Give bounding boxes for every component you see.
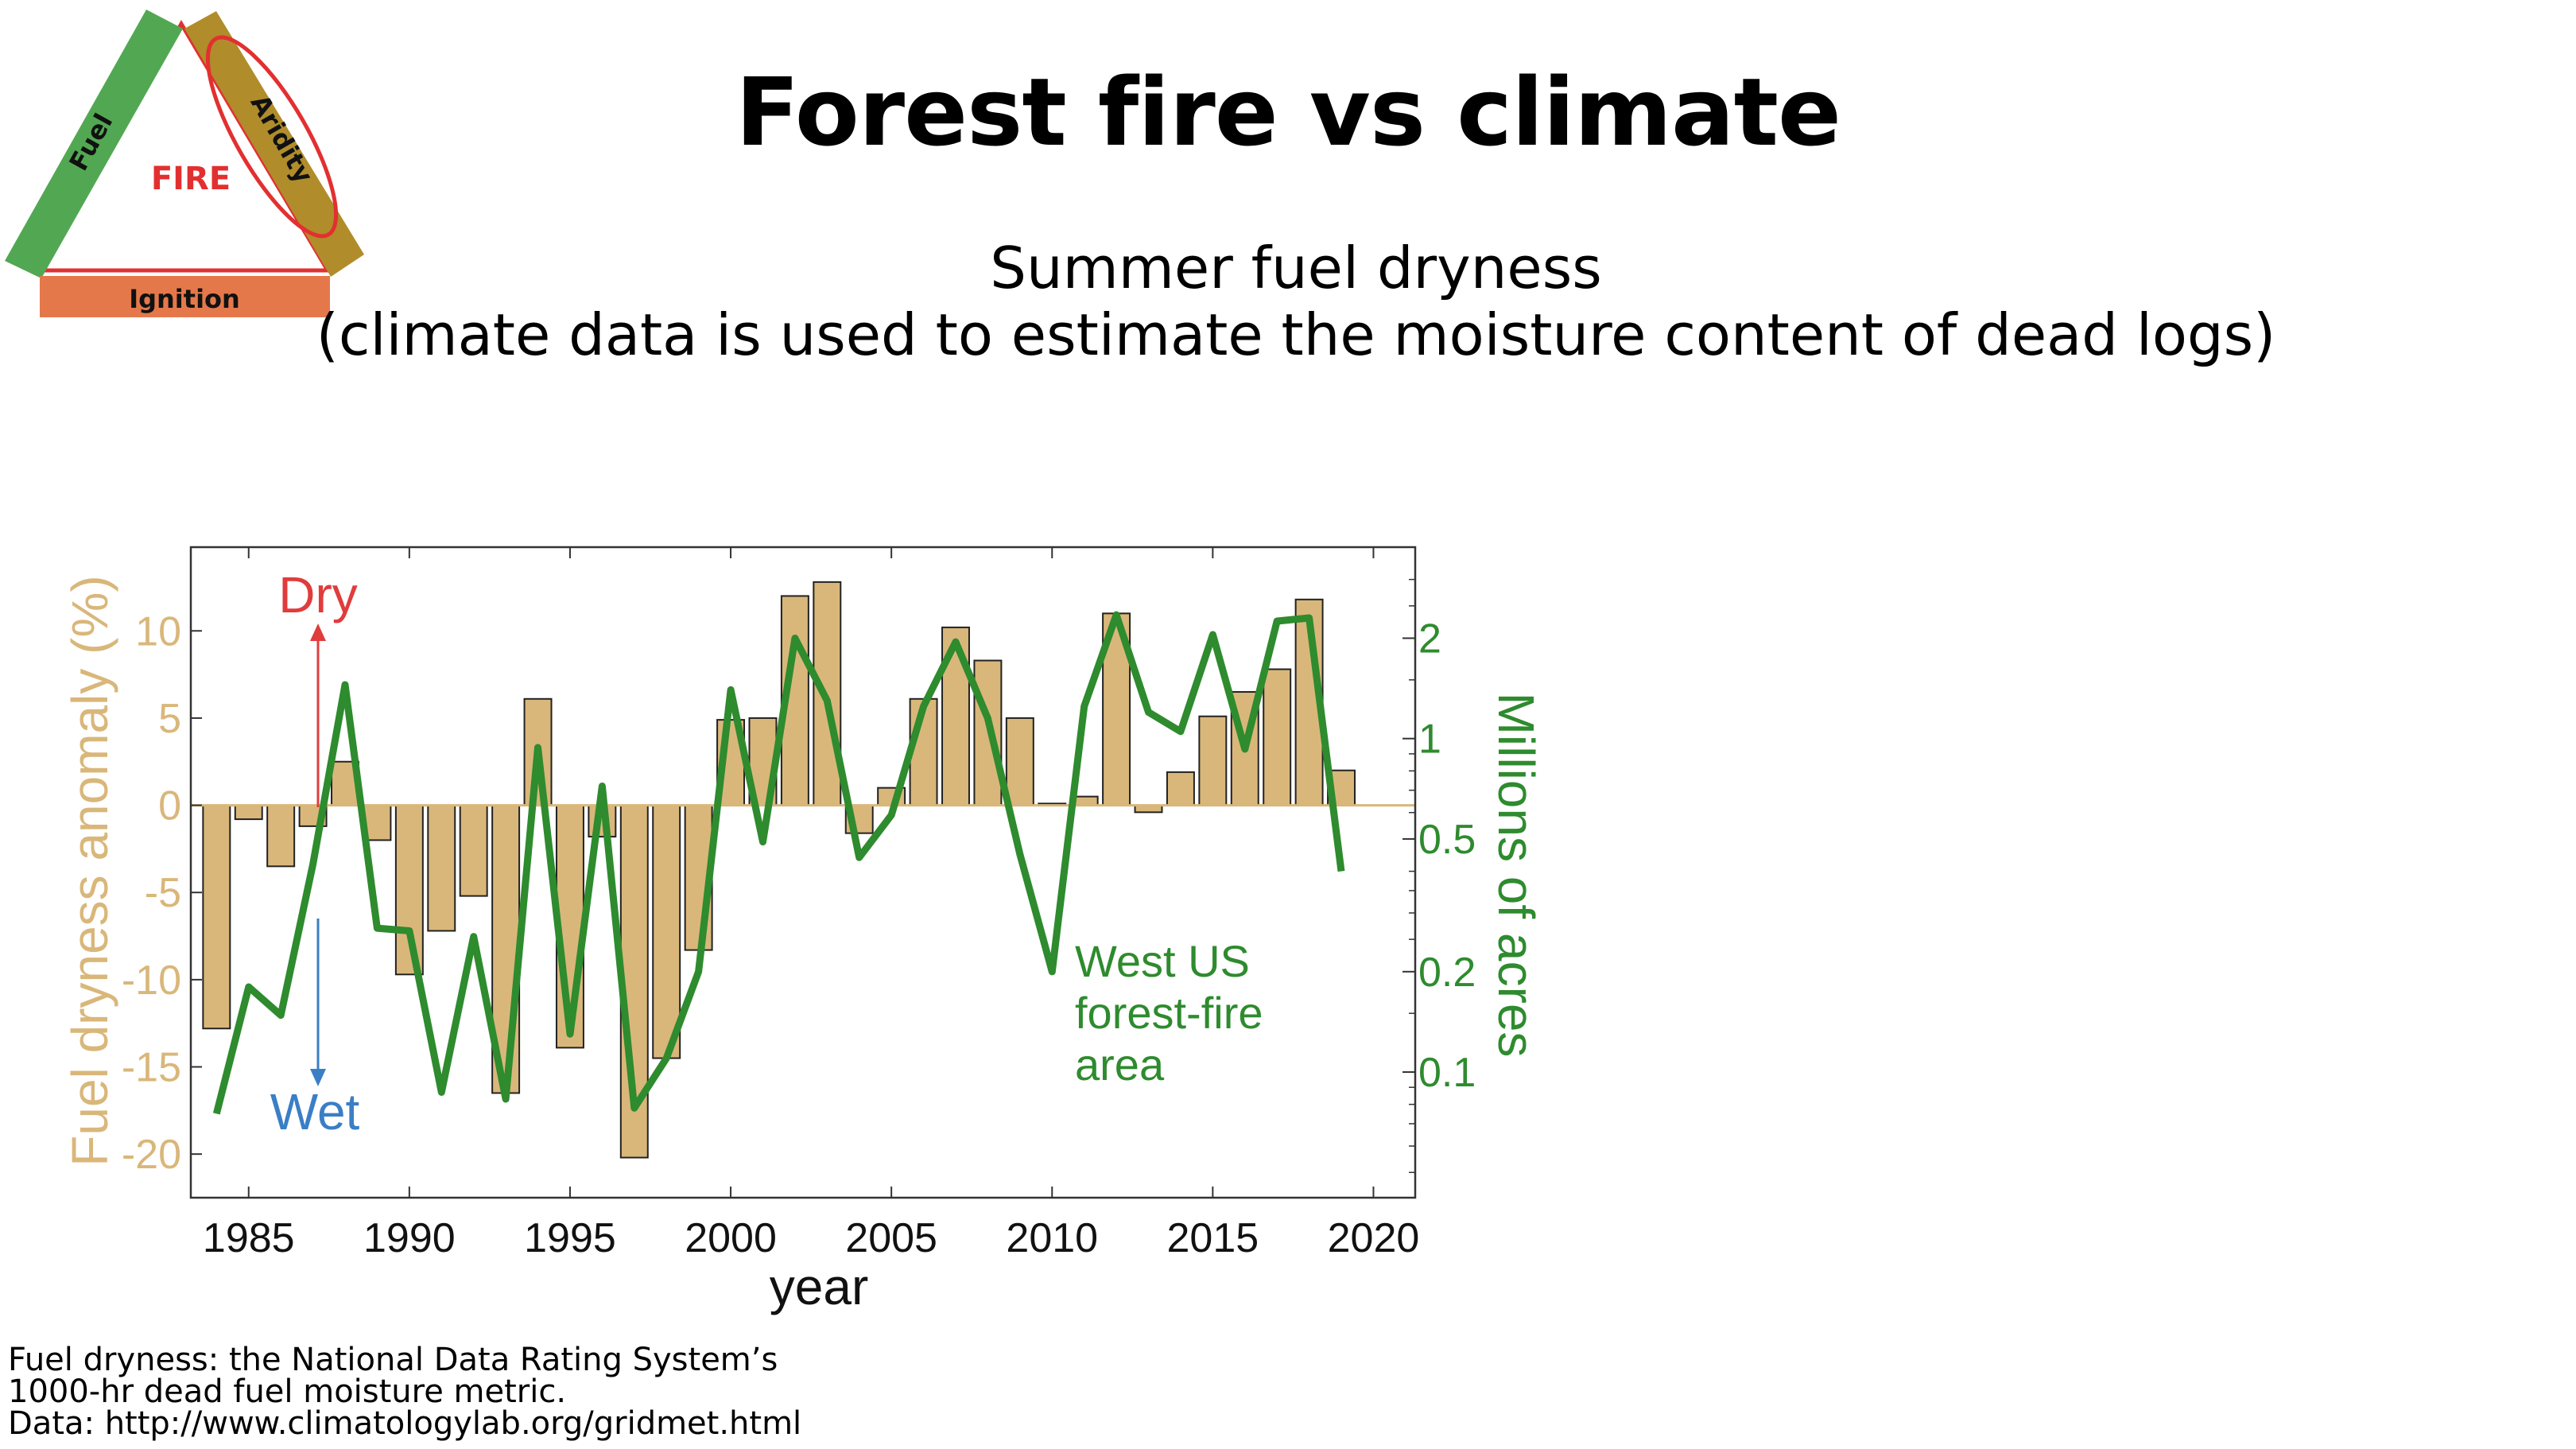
fire-area-line bbox=[212, 611, 1345, 1115]
wet-arrowhead bbox=[310, 1069, 326, 1086]
aridity-highlight-circle bbox=[205, 35, 339, 239]
y-axis-right-label: Millions of acres bbox=[1488, 693, 1545, 1058]
x-tick-label-2010: 2010 bbox=[1006, 1215, 1098, 1261]
slide-subtitle: Summer fuel dryness (climate data is use… bbox=[239, 235, 2353, 368]
footnote-line-1: Fuel dryness: the National Data Rating S… bbox=[8, 1342, 778, 1378]
bar-1986 bbox=[266, 804, 296, 868]
bar-2014 bbox=[1166, 771, 1195, 806]
y-tick-label--20: -20 bbox=[122, 1132, 181, 1178]
y-tick-label-0: 0 bbox=[158, 783, 181, 829]
slide-title: Forest fire vs climate bbox=[735, 57, 1841, 167]
x-tick-label-2020: 2020 bbox=[1328, 1215, 1420, 1261]
x-tick-label-1985: 1985 bbox=[203, 1215, 295, 1261]
bar-1990 bbox=[394, 804, 424, 976]
dry-arrowhead bbox=[310, 623, 326, 641]
fire-triangle-diagram: FIRE Fuel Aridity Ignition bbox=[5, 10, 364, 317]
y2-tick-label-0.2: 0.2 bbox=[1418, 950, 1476, 996]
footnote: Fuel dryness: the National Data Rating S… bbox=[8, 1344, 801, 1439]
bar-2015 bbox=[1198, 715, 1228, 806]
plot-frame bbox=[189, 546, 1417, 1199]
y-tick-label-5: 5 bbox=[158, 696, 181, 742]
footnote-line-3: Data: http://www.climatologylab.org/grid… bbox=[8, 1405, 802, 1442]
x-tick-label-1990: 1990 bbox=[363, 1215, 456, 1261]
x-tick-label-2015: 2015 bbox=[1167, 1215, 1259, 1261]
y-tick-label--15: -15 bbox=[122, 1045, 181, 1091]
y2-tick-label-0.5: 0.5 bbox=[1418, 817, 1476, 863]
x-axis-label: year bbox=[770, 1258, 869, 1315]
subtitle-line-1: Summer fuel dryness bbox=[990, 235, 1602, 301]
x-tick-label-2000: 2000 bbox=[685, 1215, 777, 1261]
y2-tick-label-2: 2 bbox=[1418, 616, 1441, 662]
y-tick-label--5: -5 bbox=[145, 870, 181, 916]
bar-2017 bbox=[1263, 668, 1292, 806]
fuel-side-bar bbox=[5, 10, 183, 278]
ignition-side-bar bbox=[40, 276, 330, 317]
y2-tick-label-1: 1 bbox=[1418, 717, 1441, 763]
y-tick-label--10: -10 bbox=[122, 958, 181, 1004]
dry-label: Dry bbox=[278, 566, 358, 623]
x-axis-ticks: 1985 1990 1995 2000 2005 2010 2015 2020 bbox=[203, 547, 1419, 1261]
x-tick-label-2005: 2005 bbox=[845, 1215, 937, 1261]
subtitle-line-2: (climate data is used to estimate the mo… bbox=[316, 301, 2276, 368]
bar-1985 bbox=[234, 804, 263, 821]
footnote-line-2: 1000-hr dead fuel moisture metric. bbox=[8, 1373, 567, 1410]
bar-1991 bbox=[427, 804, 456, 932]
bar-1992 bbox=[459, 804, 488, 897]
y-axis-left-label: Fuel dryness anomaly (%) bbox=[61, 575, 118, 1166]
y2-tick-label-0.1: 0.1 bbox=[1418, 1050, 1476, 1096]
y-tick-label-10: 10 bbox=[135, 608, 181, 655]
bar-2009 bbox=[1005, 717, 1034, 806]
bars-layer bbox=[202, 581, 1356, 1159]
wet-label: Wet bbox=[270, 1083, 360, 1140]
aridity-side-bar bbox=[184, 11, 364, 277]
x-tick-label-1995: 1995 bbox=[524, 1215, 616, 1261]
bar-1984 bbox=[202, 804, 231, 1030]
fire-area-annotation-line-3: area bbox=[1075, 1039, 1165, 1090]
y-axis-right-ticks: 2 1 0.5 0.2 0.1 bbox=[1402, 578, 1476, 1173]
fire-label: FIRE bbox=[151, 161, 231, 197]
ignition-label: Ignition bbox=[129, 284, 240, 314]
bar-1998 bbox=[652, 804, 681, 1059]
fire-area-annotation-line-1: West US bbox=[1075, 936, 1250, 986]
y-axis-left-ticks: 10 5 0 -5 -10 -15 -20 bbox=[122, 608, 202, 1178]
fire-area-annotation-line-2: forest-fire bbox=[1075, 988, 1263, 1038]
